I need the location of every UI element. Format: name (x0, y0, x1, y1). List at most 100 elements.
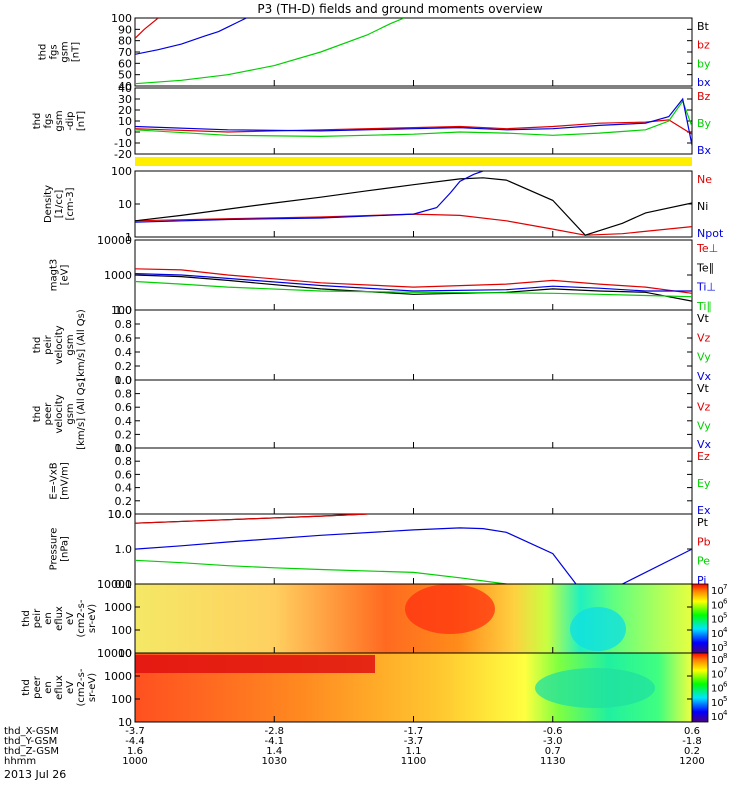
ylabel-line: thd (32, 337, 43, 354)
ylabel-line: velocity (54, 325, 65, 364)
ytick-label: 0.8 (115, 455, 133, 468)
ephemeris-value: 1.1 (406, 746, 422, 757)
legend-entry: bz (697, 39, 710, 52)
ephemeris-value: -1.7 (404, 726, 424, 737)
ytick-label: 0.0 (115, 508, 133, 521)
ytick-label: 30 (118, 93, 132, 106)
ylabel-line: magt3 (49, 259, 60, 292)
legend-entry: Vx (697, 438, 712, 451)
ylabel-line: Density (43, 185, 54, 223)
ephemeris-value: -2.8 (264, 726, 284, 737)
legend-entry: Ex (697, 504, 711, 517)
date-label: 2013 Jul 26 (4, 768, 66, 781)
ephemeris-value: 1130 (540, 756, 565, 767)
spectrogram-coldspot (570, 607, 626, 651)
ylabel: thdfgsgsm-dip[nT] (32, 110, 87, 131)
spectrogram-hotspot (405, 584, 495, 634)
series-line-Te⊥ (135, 268, 692, 294)
series-line-Pe (135, 559, 692, 584)
ylabel-line: sr-eV) (87, 673, 98, 702)
series-line-Bx (135, 97, 692, 146)
ylabel-line: [km/s] (All Qs) (76, 309, 87, 381)
ylabel-line: fgs (43, 113, 54, 128)
ephemeris-label: thd_Z-GSM (4, 746, 59, 757)
spectrogram-hotband (135, 655, 375, 673)
legend-entry: Te⊥ (696, 242, 718, 255)
ylabel-line: thd (21, 679, 32, 696)
ylabel-line: thd (38, 44, 49, 61)
colorbar-tick-exponent: 5 (723, 695, 727, 703)
series-line-Ne (135, 213, 692, 236)
ylabel-line: peer (43, 402, 54, 426)
colorbar-tick-label: 10 (711, 600, 724, 611)
ytick-label: 0.0 (115, 374, 133, 387)
ytick-label: 100 (111, 624, 132, 637)
legend-entry: Vx (697, 370, 712, 383)
series-line-bx (135, 18, 247, 55)
ytick-label: 10 (118, 115, 132, 128)
series-line-bz (135, 18, 159, 39)
legend-entry: Pi (697, 574, 706, 587)
colorbar-tick-label: 10 (711, 712, 724, 723)
ytick-label: 0.6 (115, 332, 133, 345)
ytick-label: 80 (118, 35, 132, 48)
flag-bar (135, 157, 692, 166)
legend-entry: Bt (697, 20, 710, 33)
ylabel-line: E=-VxB (49, 462, 60, 499)
ytick-label: 10000 (97, 234, 132, 247)
ytick-label: 10 (118, 647, 132, 660)
ytick-label: 50 (118, 69, 132, 82)
ephemeris-value: -1.8 (682, 736, 702, 747)
ylabel-line: gsm (65, 334, 76, 355)
series-line-Ti∥ (135, 280, 692, 298)
legend-entry: Bx (697, 144, 712, 157)
colorbar-tick-exponent: 7 (723, 583, 727, 591)
panel-frame (134, 447, 693, 515)
panel-frame (134, 379, 693, 449)
ylabel-line: [mV/m] (60, 462, 71, 500)
series-line-Ti⊥ (135, 273, 692, 292)
ytick-label: 60 (118, 57, 132, 70)
legend-entry: Vy (697, 419, 711, 432)
ylabel-line: -dip (65, 111, 76, 130)
legend-entry: Vy (697, 351, 711, 364)
ylabel-line: [eV] (60, 265, 71, 286)
ephemeris-value: -3.7 (125, 726, 145, 737)
ytick-label: 0.8 (115, 318, 133, 331)
ytick-label: 20 (118, 104, 132, 117)
colorbar-tick-label: 10 (711, 643, 724, 654)
colorbar-tick-exponent: 6 (723, 681, 728, 689)
colorbar-tick-label: 10 (711, 669, 724, 680)
ytick-label: 0 (125, 126, 132, 139)
ytick-label: 0.2 (115, 495, 133, 508)
ylabel-line: [nT] (71, 42, 82, 62)
ylabel-line: thd (32, 406, 43, 423)
ephemeris-value: 1000 (122, 756, 147, 767)
ylabel: thdpeerenefluxeV(cm2-s-sr-eV) (21, 668, 98, 706)
ylabel-line: fgs (49, 44, 60, 59)
ylabel: thdfgsgsm[nT] (38, 41, 82, 62)
ylabel-line: sr-eV) (87, 604, 98, 633)
ylabel-line: [nT] (76, 111, 87, 131)
ytick-label: 0.0 (115, 442, 133, 455)
ylabel-line: eflux (54, 675, 65, 700)
legend-entry: Pb (697, 535, 711, 548)
ylabel-line: en (43, 612, 54, 625)
legend-entry: By (697, 117, 712, 130)
ytick-label: 1 (125, 231, 132, 244)
ylabel: E=-VxB[mV/m] (49, 462, 71, 500)
ytick-label: 100 (111, 12, 132, 25)
ytick-label: 10 (118, 716, 132, 729)
legend-entry: Vt (697, 312, 710, 325)
ephemeris-value: -4.1 (264, 736, 284, 747)
ylabel-line: gsm (65, 403, 76, 424)
ylabel-line: gsm (60, 41, 71, 62)
ephemeris-value: 1100 (401, 756, 426, 767)
colorbar-tick-label: 10 (711, 615, 724, 626)
legend-entry: Ez (697, 450, 710, 463)
panel-frame (134, 239, 693, 311)
legend-entry: Ti⊥ (696, 281, 716, 294)
